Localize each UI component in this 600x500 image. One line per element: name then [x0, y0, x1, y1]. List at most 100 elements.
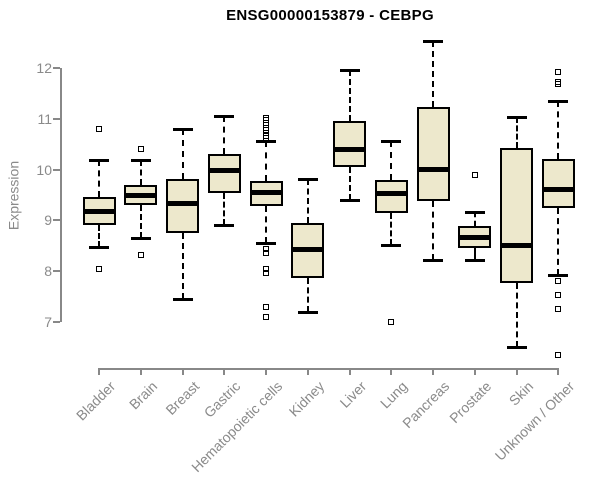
- whisker-cap-upper: [297, 177, 318, 181]
- whisker-upper: [557, 100, 560, 160]
- x-axis-tick: [557, 368, 560, 375]
- x-axis-tick: [473, 368, 476, 375]
- outlier-point: [555, 352, 562, 359]
- whisker-lower: [348, 167, 351, 201]
- median-line: [458, 235, 492, 241]
- outlier-point: [96, 265, 102, 272]
- median-line: [249, 189, 283, 195]
- whisker-cap-lower: [256, 241, 276, 245]
- whisker-cap-lower: [506, 345, 527, 349]
- whisker-lower: [390, 213, 393, 245]
- whisker-cap-lower: [464, 258, 485, 262]
- y-tick-label: 10: [36, 161, 52, 178]
- whisker-cap-lower: [297, 310, 318, 314]
- median-line: [416, 167, 450, 173]
- whisker-cap-lower: [548, 273, 569, 277]
- median-line: [166, 201, 199, 207]
- x-axis-tick: [348, 368, 351, 375]
- median-line: [291, 247, 325, 253]
- box-unknown-other: [541, 159, 575, 209]
- whisker-cap-upper: [548, 99, 569, 103]
- x-axis-tick: [98, 368, 100, 375]
- whisker-upper: [98, 159, 100, 198]
- y-axis-tick: [53, 219, 60, 222]
- whisker-lower: [473, 247, 476, 260]
- whisker-upper: [515, 117, 518, 148]
- median-line: [82, 209, 116, 215]
- x-axis-line: [98, 368, 560, 370]
- x-axis-tick: [390, 368, 393, 375]
- whisker-cap-upper: [89, 158, 109, 162]
- whisker-cap-upper: [381, 139, 402, 143]
- outlier-point: [96, 125, 102, 132]
- x-axis-tick: [181, 368, 184, 375]
- y-axis-line: [60, 68, 62, 322]
- whisker-cap-upper: [339, 68, 360, 72]
- median-line: [207, 167, 241, 173]
- outlier-point: [471, 171, 478, 178]
- outlier-point: [555, 292, 562, 299]
- y-tick-label: 8: [44, 263, 52, 280]
- whisker-lower: [181, 232, 184, 300]
- x-axis-tick: [139, 368, 142, 375]
- outlier-point: [263, 303, 269, 310]
- whisker-cap-lower: [89, 245, 109, 249]
- whisker-cap-lower: [214, 223, 235, 227]
- whisker-upper: [473, 211, 476, 226]
- outlier-point: [388, 319, 395, 325]
- y-tick-label: 9: [44, 212, 52, 229]
- whisker-upper: [432, 40, 434, 108]
- y-axis-tick: [53, 117, 60, 120]
- outlier-point: [263, 250, 269, 257]
- outlier-point: [263, 269, 269, 276]
- whisker-upper: [139, 159, 142, 185]
- box-gastric: [207, 153, 241, 194]
- median-line: [541, 187, 575, 193]
- y-tick-label: 12: [36, 60, 52, 76]
- whisker-upper: [306, 178, 309, 224]
- outlier-point: [555, 305, 562, 312]
- outlier-point: [137, 146, 144, 153]
- median-line: [374, 191, 408, 197]
- box-lung: [374, 180, 408, 214]
- outlier-point: [263, 266, 269, 273]
- whisker-cap-upper: [506, 116, 527, 120]
- y-tick-label: 7: [44, 314, 52, 330]
- whisker-lower: [98, 224, 100, 247]
- whisker-lower: [265, 206, 267, 243]
- box-skin: [500, 147, 533, 283]
- whisker-lower: [306, 278, 309, 312]
- x-axis-tick: [265, 368, 267, 375]
- whisker-cap-upper: [256, 140, 276, 144]
- whisker-lower: [432, 200, 434, 260]
- outlier-point: [555, 68, 562, 75]
- whisker-cap-upper: [172, 128, 193, 132]
- y-tick-label: 11: [37, 110, 52, 127]
- x-axis-tick: [515, 368, 518, 375]
- y-axis-tick: [53, 270, 60, 273]
- whisker-cap-lower: [172, 298, 193, 302]
- whisker-cap-upper: [214, 115, 235, 119]
- y-axis-tick: [53, 67, 60, 69]
- y-axis-tick: [53, 321, 60, 323]
- whisker-cap-upper: [464, 210, 485, 214]
- median-line: [500, 243, 533, 249]
- whisker-upper: [265, 141, 267, 181]
- whisker-upper: [348, 69, 351, 121]
- box-liver: [333, 120, 366, 168]
- y-axis-tick: [53, 168, 60, 171]
- outlier-point: [263, 313, 269, 320]
- median-line: [333, 146, 366, 152]
- whisker-lower: [515, 282, 518, 347]
- x-axis-tick: [432, 368, 434, 375]
- outlier-point: [555, 81, 562, 88]
- box-pancreas: [416, 107, 450, 201]
- x-axis-tick: [306, 368, 309, 375]
- x-axis-tick: [223, 368, 226, 375]
- median-line: [124, 193, 158, 198]
- outlier-point: [555, 277, 562, 284]
- whisker-lower: [557, 208, 560, 275]
- whisker-lower: [139, 205, 142, 239]
